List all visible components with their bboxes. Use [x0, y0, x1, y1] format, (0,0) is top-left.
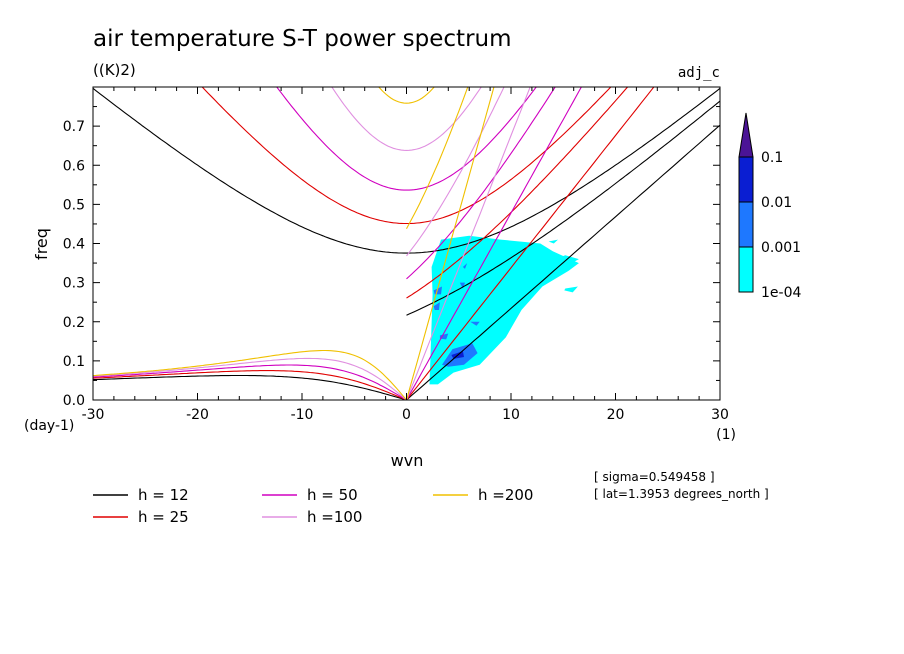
power-region-3	[548, 239, 558, 244]
legend: h = 12 h = 25 h = 50 h =100 h =200	[93, 486, 533, 526]
plot-frame	[92, 86, 721, 401]
curve-h12-branch-3	[406, 100, 720, 316]
x-tick-labels: -30 -20 -10 0 10 20 30	[82, 407, 729, 423]
legend-label: h =200	[478, 486, 533, 504]
curve-h50-branch-3	[406, 87, 556, 280]
y-tick-label: 0.5	[63, 197, 85, 213]
x-tick-label: 10	[502, 407, 520, 423]
legend-label: h =100	[307, 508, 362, 526]
x-unit-label: (1)	[716, 427, 736, 443]
colorbar-band-0	[738, 156, 754, 203]
colorbar-band-2	[738, 246, 754, 293]
x-tick-label: -30	[82, 407, 105, 423]
power-shading	[429, 235, 579, 385]
y-tick-label: 0.1	[63, 354, 85, 370]
curve-h12-branch-2	[93, 87, 720, 254]
power-region-7	[459, 282, 465, 289]
curve-h25-branch-1	[93, 370, 407, 400]
power-region-8	[439, 333, 449, 340]
colorbar-band-1	[738, 201, 754, 248]
axis-ticks	[92, 86, 721, 401]
curve-h100-branch-1	[93, 357, 407, 400]
curve-h100-branch-0	[405, 87, 531, 400]
power-region-2	[564, 286, 578, 293]
corner-label: adj_c	[678, 65, 720, 81]
y-tick-label: 0.0	[63, 393, 85, 409]
y-tick-labels: 0.0 0.1 0.2 0.3 0.4 0.5 0.6 0.7	[63, 119, 85, 409]
x-tick-label: 20	[607, 407, 625, 423]
curve-h200-branch-2	[378, 87, 435, 104]
y-tick-label: 0.7	[63, 119, 85, 135]
colorbar-label: 0.01	[761, 195, 792, 211]
y-tick-label: 0.4	[63, 237, 85, 253]
x-axis-label: wvn	[391, 451, 424, 470]
y-tick-label: 0.2	[63, 315, 85, 331]
curve-h50-branch-0	[406, 87, 582, 400]
curve-h12-branch-1	[93, 374, 407, 400]
sigma-annotation: [ sigma=0.549458 ]	[594, 470, 715, 484]
colorbar-label: 1e-04	[761, 285, 801, 301]
curve-h50-branch-1	[93, 364, 407, 400]
x-tick-label: -20	[186, 407, 209, 423]
colorbar-top-triangle	[738, 112, 754, 158]
curve-h100-branch-2	[331, 87, 482, 151]
curve-h25-branch-3	[406, 87, 629, 299]
curve-h25-branch-0	[406, 87, 655, 400]
colorbar-label: 0.001	[761, 240, 801, 256]
curve-h25-branch-2	[201, 87, 612, 225]
x-tick-label: 30	[711, 407, 729, 423]
curve-h200-branch-1	[93, 349, 407, 400]
lat-annotation: [ lat=1.3953 degrees_north ]	[594, 487, 769, 501]
dispersion-curves	[93, 87, 720, 400]
colorbar: 1e-04 0.001 0.01 0.1	[738, 112, 801, 301]
power-region-5	[433, 286, 442, 295]
power-region-10	[462, 263, 468, 269]
legend-label: h = 25	[138, 508, 189, 526]
curve-h12-branch-0	[406, 124, 720, 400]
y-axis-label: freq	[32, 228, 51, 260]
y-tick-label: 0.3	[63, 276, 85, 292]
colorbar-label: 0.1	[761, 150, 783, 166]
curve-h200-branch-3	[406, 87, 469, 229]
x-tick-label: -10	[291, 407, 314, 423]
chart-title: air temperature S-T power spectrum	[93, 26, 512, 52]
y-tick-label: 0.6	[63, 158, 85, 174]
curve-h200-branch-0	[405, 87, 495, 400]
legend-label: h = 50	[307, 486, 358, 504]
legend-label: h = 12	[138, 486, 189, 504]
power-region-9	[470, 321, 480, 326]
curve-h50-branch-2	[276, 87, 537, 191]
chart-subtitle: ((K)2)	[93, 61, 136, 79]
y-unit-label: (day-1)	[24, 418, 74, 434]
curve-h100-branch-3	[406, 87, 505, 257]
x-tick-label: 0	[402, 407, 411, 423]
power-region-6	[433, 302, 440, 310]
